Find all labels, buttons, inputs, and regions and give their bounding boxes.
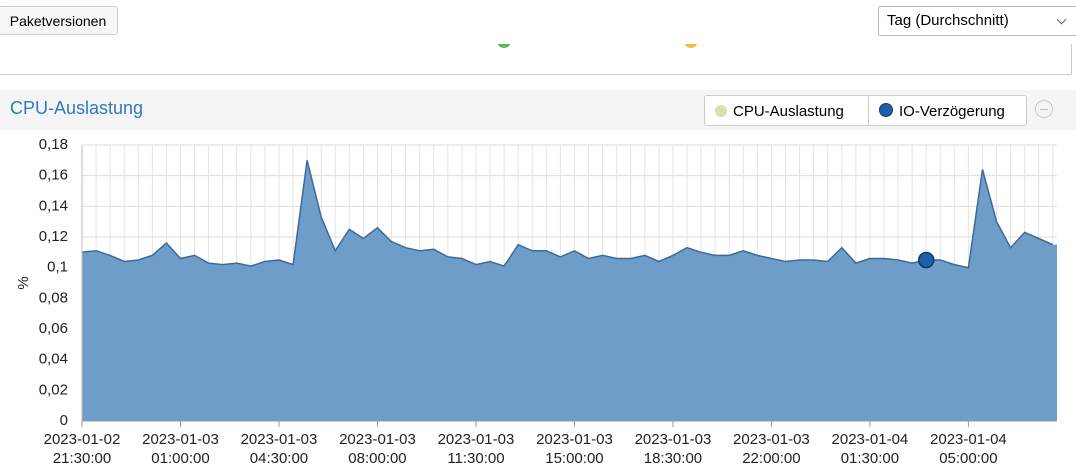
x-tick-label: 2023-01-03 22:00:00 [733,431,810,467]
x-tick-label: 2023-01-03 08:00:00 [339,431,416,467]
timeframe-select[interactable]: Tag (Durchschnitt) [878,6,1076,36]
x-tick-label: 2023-01-03 18:30:00 [634,431,712,467]
previous-panel [0,44,1072,75]
package-versions-button[interactable]: Paketversionen [0,6,118,35]
legend-swatch [715,105,727,117]
x-tick-label: 2023-01-04 01:30:00 [831,431,909,467]
y-tick-label: 0,14 [39,197,68,214]
y-tick-label: 0,12 [39,228,68,245]
x-tick-label: 2023-01-03 04:30:00 [240,431,318,467]
x-tick-label: 2023-01-04 05:00:00 [930,431,1007,467]
panel-title: CPU-Auslastung [10,98,144,118]
legend-label: IO-Verzögerung [899,103,1005,120]
y-tick-label: 0,04 [39,351,68,368]
hover-marker [917,251,935,269]
area [82,160,1057,422]
collapse-button[interactable] [1035,100,1053,118]
legend-label: CPU-Auslastung [733,103,844,120]
x-tick-label: 2023-01-03 11:30:00 [437,431,515,467]
y-tick-label: 0,18 [39,136,68,153]
y-tick-label: 0,08 [39,289,68,306]
legend-swatch [879,103,893,117]
x-tick-label: 2023-01-02 21:30:00 [43,431,121,467]
y-tick-label: 0,02 [39,381,68,398]
status-dot [497,44,511,48]
y-tick-label: 0,06 [39,320,68,337]
y-tick-label: 0,16 [39,167,68,184]
legend-item[interactable]: CPU-Auslastung [704,95,869,126]
area-line [81,160,1054,269]
y-axis-label: % [15,276,32,289]
y-tick-label: 0,1 [47,259,68,276]
legend-item[interactable]: IO-Verzögerung [868,95,1027,126]
status-dot [684,44,698,48]
x-tick-label: 2023-01-03 15:00:00 [536,431,613,467]
x-tick-label: 2023-01-03 01:00:00 [142,431,219,467]
y-tick-label: 0 [60,412,68,429]
